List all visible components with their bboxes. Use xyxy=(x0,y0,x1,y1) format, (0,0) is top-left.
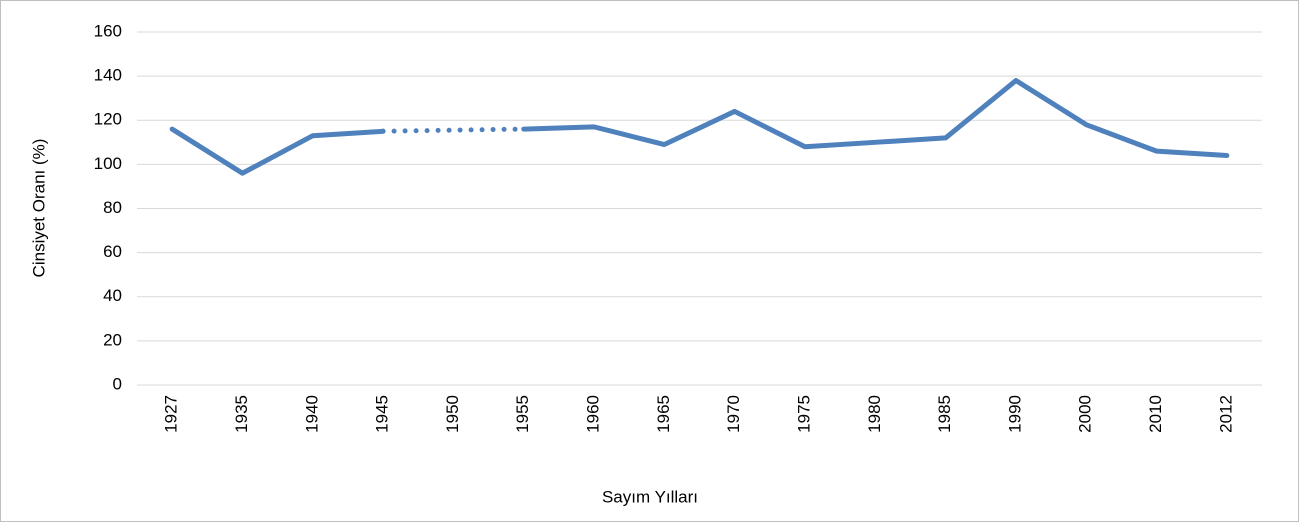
y-tick-label: 60 xyxy=(103,242,122,261)
x-tick-label: 1955 xyxy=(513,395,532,433)
x-tick-label: 1960 xyxy=(584,395,603,433)
x-tick-label: 1975 xyxy=(794,395,813,433)
x-tick-label: 1927 xyxy=(162,395,181,433)
y-tick-label: 160 xyxy=(94,21,122,40)
x-tick-label: 2000 xyxy=(1076,395,1095,433)
y-tick-label: 0 xyxy=(113,374,122,393)
y-tick-label: 80 xyxy=(103,198,122,217)
x-tick-label: 1990 xyxy=(1005,395,1024,433)
y-tick-label: 20 xyxy=(103,330,122,349)
x-tick-label: 1950 xyxy=(443,395,462,433)
line-series xyxy=(521,78,1230,159)
x-tick-label: 1935 xyxy=(232,395,251,433)
gap-connector xyxy=(380,126,527,134)
x-axis-title: Sayım Yılları xyxy=(602,487,698,506)
x-tick-label: 1970 xyxy=(724,395,743,433)
x-tick-label: 2010 xyxy=(1146,395,1165,433)
y-tick-label: 120 xyxy=(94,110,122,129)
x-tick-label: 2012 xyxy=(1216,395,1235,433)
x-tick-label: 1945 xyxy=(373,395,392,433)
line-series xyxy=(169,126,386,176)
y-tick-label: 140 xyxy=(94,66,122,85)
y-tick-label: 100 xyxy=(94,154,122,173)
y-axis-title: Cinsiyet Oranı (%) xyxy=(29,139,48,278)
x-tick-label: 1980 xyxy=(865,395,884,433)
x-tick-label: 1985 xyxy=(935,395,954,433)
x-tick-label: 1965 xyxy=(654,395,673,433)
y-tick-label: 40 xyxy=(103,286,122,305)
x-tick-label: 1940 xyxy=(302,395,321,433)
